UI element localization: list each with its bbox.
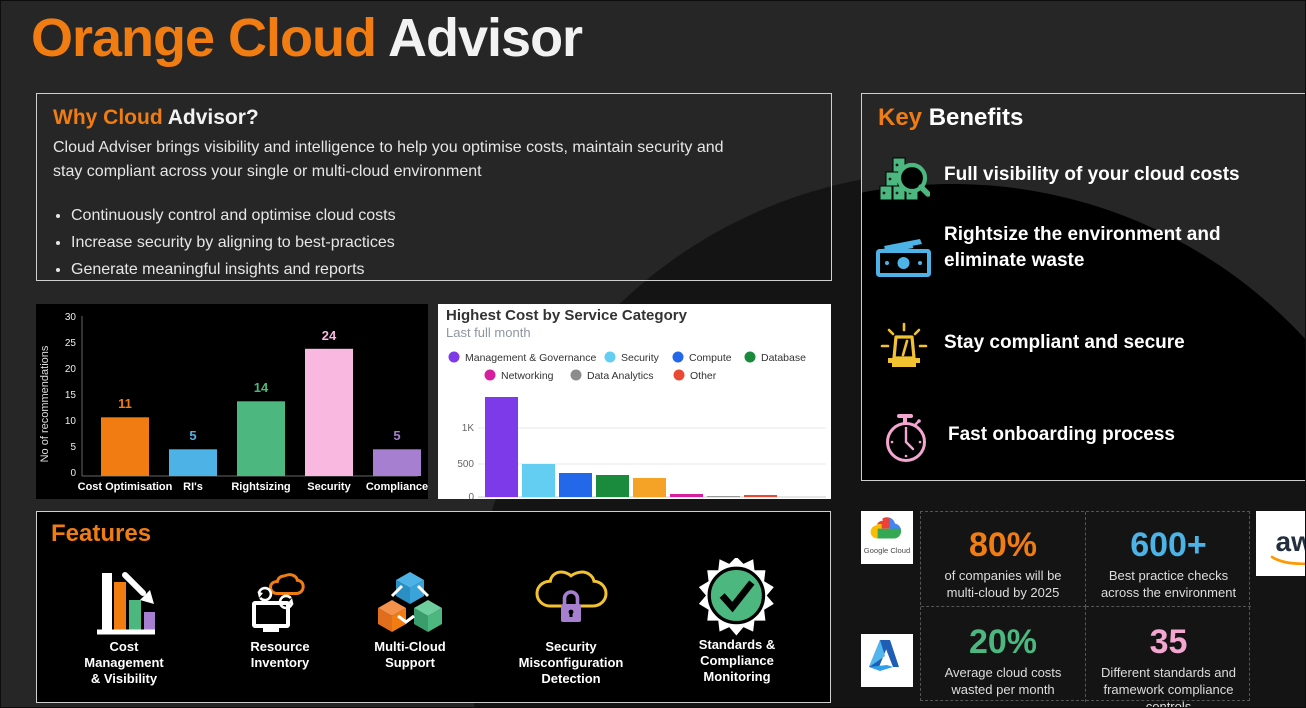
svg-text:Cost Optimisation: Cost Optimisation: [78, 481, 173, 493]
svg-text:14: 14: [254, 380, 269, 395]
svg-text:Compute: Compute: [689, 352, 732, 364]
svg-text:No of recommendations: No of recommendations: [39, 345, 51, 462]
svg-text:15: 15: [65, 390, 77, 401]
svg-text:Management & Governance: Management & Governance: [465, 352, 596, 364]
svg-text:5: 5: [189, 428, 196, 443]
svg-text:aws: aws: [1276, 526, 1306, 557]
svg-text:Networking: Networking: [501, 370, 554, 382]
svg-text:24: 24: [322, 328, 337, 343]
svg-text:Security: Security: [621, 352, 660, 364]
svg-text:Other: Other: [690, 370, 717, 382]
svg-text:0: 0: [468, 492, 474, 499]
svg-text:Highest Cost by Service Catego: Highest Cost by Service Category: [446, 307, 688, 324]
svg-text:5: 5: [70, 442, 76, 453]
svg-text:500: 500: [457, 459, 474, 470]
svg-text:0: 0: [70, 468, 76, 479]
svg-text:Database: Database: [761, 352, 806, 364]
svg-text:1K: 1K: [462, 423, 475, 434]
svg-text:Last full month: Last full month: [446, 325, 531, 340]
svg-text:25: 25: [65, 338, 77, 349]
svg-text:RI's: RI's: [183, 481, 203, 493]
svg-text:Compliance: Compliance: [366, 481, 428, 493]
svg-text:20: 20: [65, 364, 77, 375]
svg-text:10: 10: [65, 416, 77, 427]
svg-text:30: 30: [65, 312, 77, 323]
svg-text:Data Analytics: Data Analytics: [587, 370, 654, 382]
svg-text:5: 5: [393, 428, 400, 443]
svg-text:Security: Security: [307, 481, 351, 493]
svg-text:Rightsizing: Rightsizing: [231, 481, 290, 493]
svg-text:11: 11: [118, 396, 132, 411]
